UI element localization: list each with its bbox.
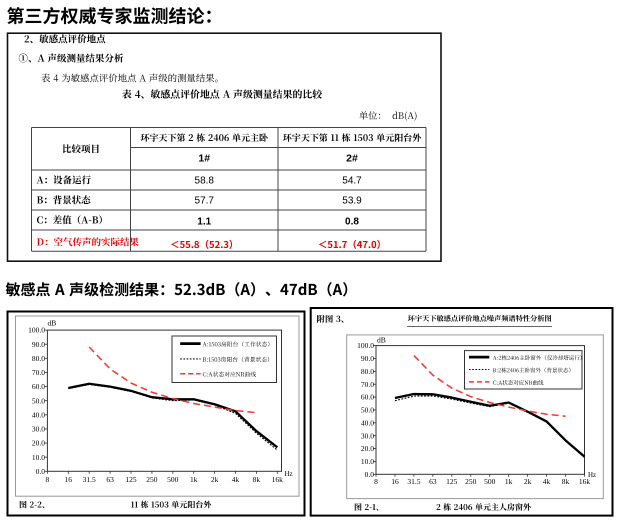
svg-text:40.0: 40.0 (32, 410, 45, 419)
svg-text:Hz: Hz (588, 471, 596, 479)
svg-text:90.0: 90.0 (361, 354, 374, 363)
svg-text:70.0: 70.0 (32, 368, 45, 377)
svg-text:2k: 2k (524, 477, 532, 486)
svg-text:58.8: 58.8 (195, 176, 215, 187)
svg-text:31.5: 31.5 (83, 475, 96, 484)
svg-text:31.5: 31.5 (407, 477, 420, 486)
svg-text:250: 250 (146, 475, 158, 484)
svg-text:16: 16 (65, 475, 73, 484)
svg-text:4k: 4k (543, 477, 551, 486)
svg-text:dB: dB (377, 336, 386, 345)
svg-text:2k: 2k (211, 475, 219, 484)
svg-text:500: 500 (484, 477, 496, 486)
svg-text:1k: 1k (190, 475, 198, 484)
svg-text:8k: 8k (253, 475, 261, 484)
svg-text:30.0: 30.0 (361, 431, 374, 440)
svg-text:50.0: 50.0 (361, 406, 374, 415)
svg-text:250: 250 (465, 477, 477, 486)
svg-text:8k: 8k (562, 477, 570, 486)
svg-text:0.8: 0.8 (345, 217, 359, 228)
svg-text:53.9: 53.9 (342, 196, 362, 207)
svg-text:40.0: 40.0 (361, 418, 374, 427)
svg-text:4k: 4k (232, 475, 240, 484)
svg-text:70.0: 70.0 (361, 380, 374, 389)
svg-text:0.0: 0.0 (36, 467, 46, 476)
svg-text:dB: dB (48, 319, 57, 328)
svg-text:54.7: 54.7 (342, 176, 362, 187)
svg-text:16k: 16k (579, 477, 591, 486)
svg-text:100.0: 100.0 (28, 326, 45, 335)
svg-text:1#: 1# (198, 152, 210, 164)
svg-text:125: 125 (125, 475, 137, 484)
svg-text:80.0: 80.0 (32, 354, 45, 363)
svg-text:1.1: 1.1 (197, 217, 211, 228)
svg-text:20.0: 20.0 (361, 444, 374, 453)
svg-text:30.0: 30.0 (32, 425, 45, 434)
svg-text:16: 16 (391, 477, 399, 486)
svg-text:60.0: 60.0 (32, 382, 45, 391)
svg-text:60.0: 60.0 (361, 393, 374, 402)
svg-text:80.0: 80.0 (361, 367, 374, 376)
svg-text:2#: 2# (346, 152, 358, 164)
svg-text:10.0: 10.0 (361, 457, 374, 466)
svg-text:63: 63 (429, 477, 437, 486)
svg-text:125: 125 (446, 477, 458, 486)
svg-text:10.0: 10.0 (32, 453, 45, 462)
svg-text:20.0: 20.0 (32, 439, 45, 448)
svg-text:57.7: 57.7 (195, 196, 215, 207)
svg-text:8: 8 (46, 475, 50, 484)
svg-text:50.0: 50.0 (32, 396, 45, 405)
svg-text:16k: 16k (272, 475, 284, 484)
svg-text:90.0: 90.0 (32, 340, 45, 349)
svg-text:Hz: Hz (285, 470, 293, 478)
svg-text:500: 500 (167, 475, 179, 484)
svg-text:100.0: 100.0 (357, 341, 374, 350)
svg-text:1k: 1k (505, 477, 513, 486)
svg-text:0.0: 0.0 (365, 470, 375, 479)
svg-text:8: 8 (374, 477, 378, 486)
svg-text:63: 63 (106, 475, 114, 484)
